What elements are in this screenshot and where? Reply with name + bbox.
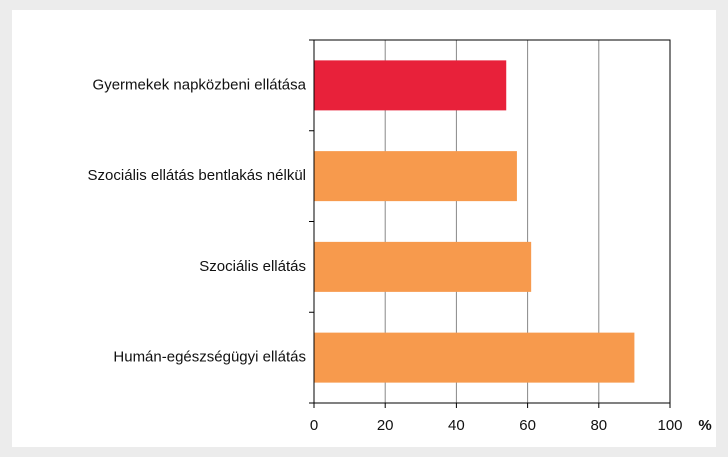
x-axis-label: % [698, 417, 711, 434]
y-tick-label: Szociális ellátás [199, 258, 306, 275]
x-tick-label: 40 [448, 417, 465, 434]
x-tick-label: 20 [377, 417, 394, 434]
bar [314, 60, 507, 111]
y-tick-label: Gyermekek napközbeni ellátása [93, 76, 307, 93]
y-tick-label: Szociális ellátás bentlakás nélkül [88, 167, 306, 184]
x-tick-label: 60 [519, 417, 536, 434]
y-tick-label: Humán-egészségügyi ellátás [113, 349, 306, 366]
x-tick-label: 0 [310, 417, 318, 434]
plot-border [313, 39, 671, 404]
bar [314, 332, 635, 383]
bar [314, 241, 532, 292]
x-tick-label: 100 [657, 417, 682, 434]
bar [314, 151, 517, 202]
x-tick-label: 80 [590, 417, 607, 434]
